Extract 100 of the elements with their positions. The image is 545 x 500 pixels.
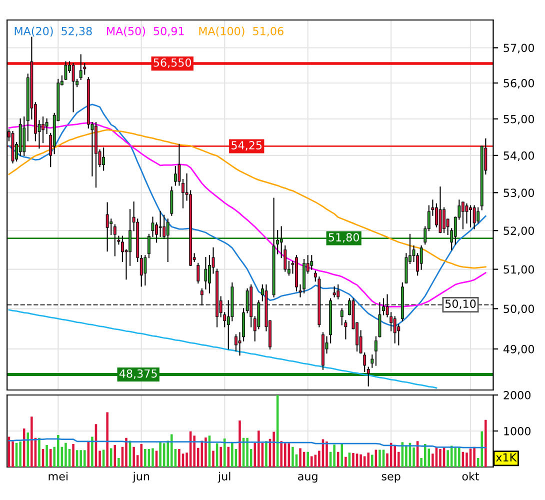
candlestick xyxy=(158,210,162,237)
bar xyxy=(30,416,33,467)
bar xyxy=(238,420,241,467)
x-tick-label: jul xyxy=(218,472,230,483)
candlestick xyxy=(246,288,249,314)
line-series xyxy=(8,129,486,269)
bar xyxy=(371,454,374,467)
line-series xyxy=(8,309,438,389)
bar xyxy=(46,445,48,467)
bar xyxy=(204,437,207,467)
y-tick-label: 2000 xyxy=(504,390,530,400)
candlestick xyxy=(336,284,340,300)
bar xyxy=(473,446,476,467)
bar xyxy=(231,442,234,467)
x-tick-label: mei xyxy=(48,472,68,480)
candlestick xyxy=(476,207,480,224)
y-tick-label: 1000 xyxy=(504,426,530,436)
bar xyxy=(484,420,487,467)
bar xyxy=(405,446,408,467)
bar xyxy=(394,446,396,467)
candlestick xyxy=(22,116,26,156)
y-tick-label: 50,00 xyxy=(504,304,534,314)
candlestick xyxy=(113,224,116,256)
bar xyxy=(326,441,328,467)
y-tick-label: 56,00 xyxy=(504,78,534,89)
y-tick-label: 49,00 xyxy=(503,344,534,354)
candlestick xyxy=(200,288,204,306)
bar xyxy=(292,446,294,467)
candlestick xyxy=(204,257,208,290)
candlestick xyxy=(461,202,464,230)
bar xyxy=(333,444,336,467)
bar xyxy=(439,449,442,467)
bar xyxy=(38,438,40,467)
candlestick xyxy=(420,245,423,270)
y-tick-label: 52,00 xyxy=(504,226,534,236)
ref-line-label: 48,375 xyxy=(119,369,157,379)
candlestick xyxy=(166,218,170,262)
y-tick-label: 55,00 xyxy=(504,114,534,124)
candlestick xyxy=(310,255,314,270)
candlestick xyxy=(234,334,238,352)
bar xyxy=(178,449,180,467)
candlestick xyxy=(102,148,106,171)
y-tick-label: 53,00 xyxy=(504,188,534,198)
text: x1K xyxy=(496,453,517,462)
bar xyxy=(159,442,162,467)
line-series xyxy=(8,438,486,448)
bar xyxy=(106,412,108,467)
bar xyxy=(310,456,313,467)
candlestick xyxy=(140,255,143,287)
bar xyxy=(110,448,112,467)
x-tick-label: jun xyxy=(132,472,150,483)
bar xyxy=(223,438,226,467)
candlestick xyxy=(469,205,472,228)
candlestick xyxy=(442,207,446,234)
bar xyxy=(152,448,154,467)
bar xyxy=(446,450,449,467)
bar xyxy=(246,438,248,467)
ref-line-label: 54,25 xyxy=(232,141,262,151)
text: MA(100) 51,06 xyxy=(199,26,284,37)
candlestick xyxy=(42,116,45,144)
bar xyxy=(265,441,268,467)
candlestick xyxy=(370,354,374,368)
bar xyxy=(118,458,120,467)
candlestick xyxy=(340,308,344,326)
bar xyxy=(284,443,286,467)
bar xyxy=(57,434,60,467)
bar xyxy=(12,441,14,467)
bar xyxy=(458,446,460,467)
bar xyxy=(258,430,260,467)
bar xyxy=(272,432,275,467)
bar xyxy=(466,452,468,467)
bar xyxy=(360,454,362,467)
candlestick xyxy=(170,186,174,216)
y-tick-label: 54,00 xyxy=(504,151,534,161)
candlestick xyxy=(45,118,48,134)
candlestick xyxy=(162,214,166,239)
bar xyxy=(367,452,370,467)
candlestick xyxy=(366,366,370,386)
bar xyxy=(19,441,22,467)
bar xyxy=(344,456,347,467)
ref-line-label: 56,550 xyxy=(154,58,192,68)
y-tick-label: 57,00 xyxy=(504,44,534,54)
x-tick-label: aug xyxy=(298,474,318,483)
candlestick xyxy=(393,316,396,344)
y-tick-label: 51,00 xyxy=(504,265,534,275)
ref-line-label: 50,10 xyxy=(445,300,476,310)
ref-line-label: 51,80 xyxy=(328,233,360,243)
bar xyxy=(132,446,135,467)
x-tick-label: sep xyxy=(382,474,400,483)
bar xyxy=(80,450,82,467)
bar xyxy=(170,434,173,467)
text: MA(20) 52,38 xyxy=(14,26,92,37)
bar xyxy=(280,441,282,467)
bar xyxy=(64,442,67,467)
candlestick xyxy=(144,255,147,286)
bar xyxy=(193,436,196,467)
bar xyxy=(91,436,94,467)
bar xyxy=(84,450,86,467)
bar xyxy=(220,446,222,467)
bar xyxy=(144,449,146,467)
